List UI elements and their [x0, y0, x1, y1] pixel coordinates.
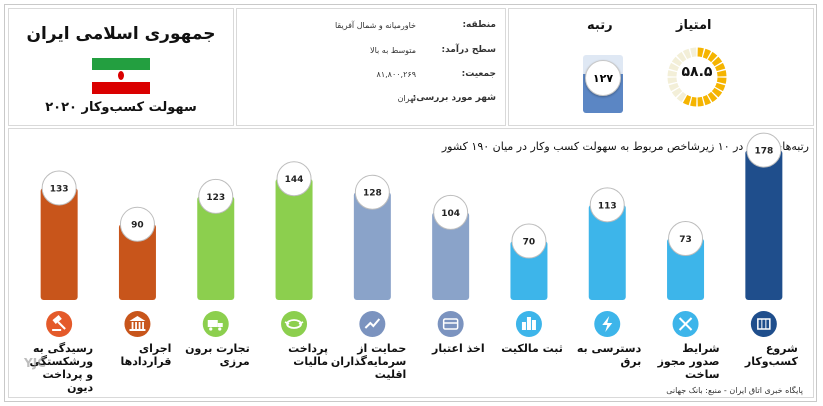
info-value: متوسط به بالا: [370, 46, 416, 55]
rank-value: ۱۲۷: [585, 60, 621, 96]
trend-icon: [359, 311, 386, 337]
category-label: شرایط صدور مجوز ساخت: [657, 342, 720, 381]
bar-value-label: 113: [598, 201, 617, 211]
rank-title: رتبه: [587, 18, 613, 33]
bar: [745, 150, 783, 300]
lightning-icon: [594, 311, 621, 337]
watermark-logo: YJC: [24, 356, 46, 370]
info-label: منطقه:: [462, 20, 496, 30]
info-value: تهران: [397, 94, 416, 103]
info-row-population: جمعیت: ۸۱,۸۰۰,۲۶۹: [246, 69, 496, 85]
info-row-income: سطح درآمد: متوسط به بالا: [246, 45, 496, 61]
bar: [432, 212, 470, 300]
summary-box: [508, 8, 814, 126]
category-label: حمایت از سرمایه‌گذاران اقلیت: [330, 342, 407, 381]
value-bubble: [668, 221, 704, 257]
bar: [118, 224, 156, 300]
chart-title: رتبه‌های ایران در ۱۰ زیرشاخص مربوط به سه…: [441, 140, 809, 153]
category-label: اخذ اعتبار: [432, 342, 485, 355]
info-value: ۸۱,۸۰۰,۲۶۹: [376, 70, 416, 79]
value-bubble: [276, 161, 312, 197]
infographic-frame: [4, 4, 817, 402]
bar-value-label: 73: [679, 235, 692, 245]
report-subtitle: سهولت کسب‌وکار ۲۰۲۰: [45, 100, 197, 115]
bar: [40, 188, 78, 300]
category-label: رسیدگی به ورشکستگی و پرداخت دیون: [29, 342, 94, 394]
bar: [353, 192, 391, 300]
value-bubble: [41, 170, 77, 206]
bar-value-label: 70: [523, 238, 536, 248]
info-label: سطح درآمد:: [441, 45, 497, 55]
court-icon: [124, 311, 151, 337]
value-bubble: [433, 194, 469, 230]
flag-icon: [92, 58, 150, 94]
value-bubble: [511, 223, 547, 259]
bar-value-label: 123: [206, 193, 225, 203]
category-label: شروع کسب‌وکار: [744, 342, 798, 368]
value-bubble: [119, 206, 155, 242]
value-bubble: [354, 174, 390, 210]
category-label: دسترسی به برق: [576, 342, 642, 368]
bar-value-label: 104: [441, 209, 460, 219]
category-label: پرداخت مالیات: [288, 342, 329, 368]
bar: [667, 238, 705, 300]
value-bubble: [198, 178, 234, 214]
city-icon: [515, 311, 542, 337]
score-value: ۵۸.۵: [681, 64, 713, 80]
info-row-city: شهر مورد بررسی: تهران: [246, 93, 496, 109]
info-box: [236, 8, 506, 126]
chart-panel: [8, 128, 814, 398]
value-bubble: [589, 187, 625, 223]
info-row-region: منطقه: خاورمیانه و شمال آفریقا: [246, 20, 496, 36]
score-title: امتیاز: [676, 18, 712, 33]
truck-icon: [202, 311, 229, 337]
tools-icon: [672, 311, 699, 337]
category-label: اجرای قراردادها: [120, 342, 172, 368]
bar: [275, 178, 313, 300]
info-label: شهر مورد بررسی:: [412, 93, 496, 103]
info-label: جمعیت:: [461, 69, 496, 79]
bar-value-label: 128: [363, 189, 382, 199]
source-note: پایگاه خبری اتاق ایران - منبع: بانک جهان…: [666, 386, 803, 395]
info-value: خاورمیانه و شمال آفریقا: [334, 21, 416, 30]
bar: [588, 204, 626, 300]
gavel-icon: [46, 311, 73, 337]
bar-value-label: 133: [50, 185, 69, 195]
handshake-icon: [281, 311, 308, 337]
value-bubble: [746, 132, 782, 168]
building-icon: [750, 311, 777, 337]
bar: [197, 196, 235, 300]
country-name: جمهوری اسلامی ایران: [26, 24, 216, 44]
bar-value-label: 178: [754, 147, 773, 157]
bar-value-label: 144: [285, 175, 304, 185]
bar-value-label: 90: [131, 221, 144, 231]
category-label: تجارت برون مرزی: [185, 342, 250, 368]
category-label: ثبت مالکیت: [501, 342, 563, 355]
card-icon: [437, 311, 464, 337]
country-box: [8, 8, 234, 126]
